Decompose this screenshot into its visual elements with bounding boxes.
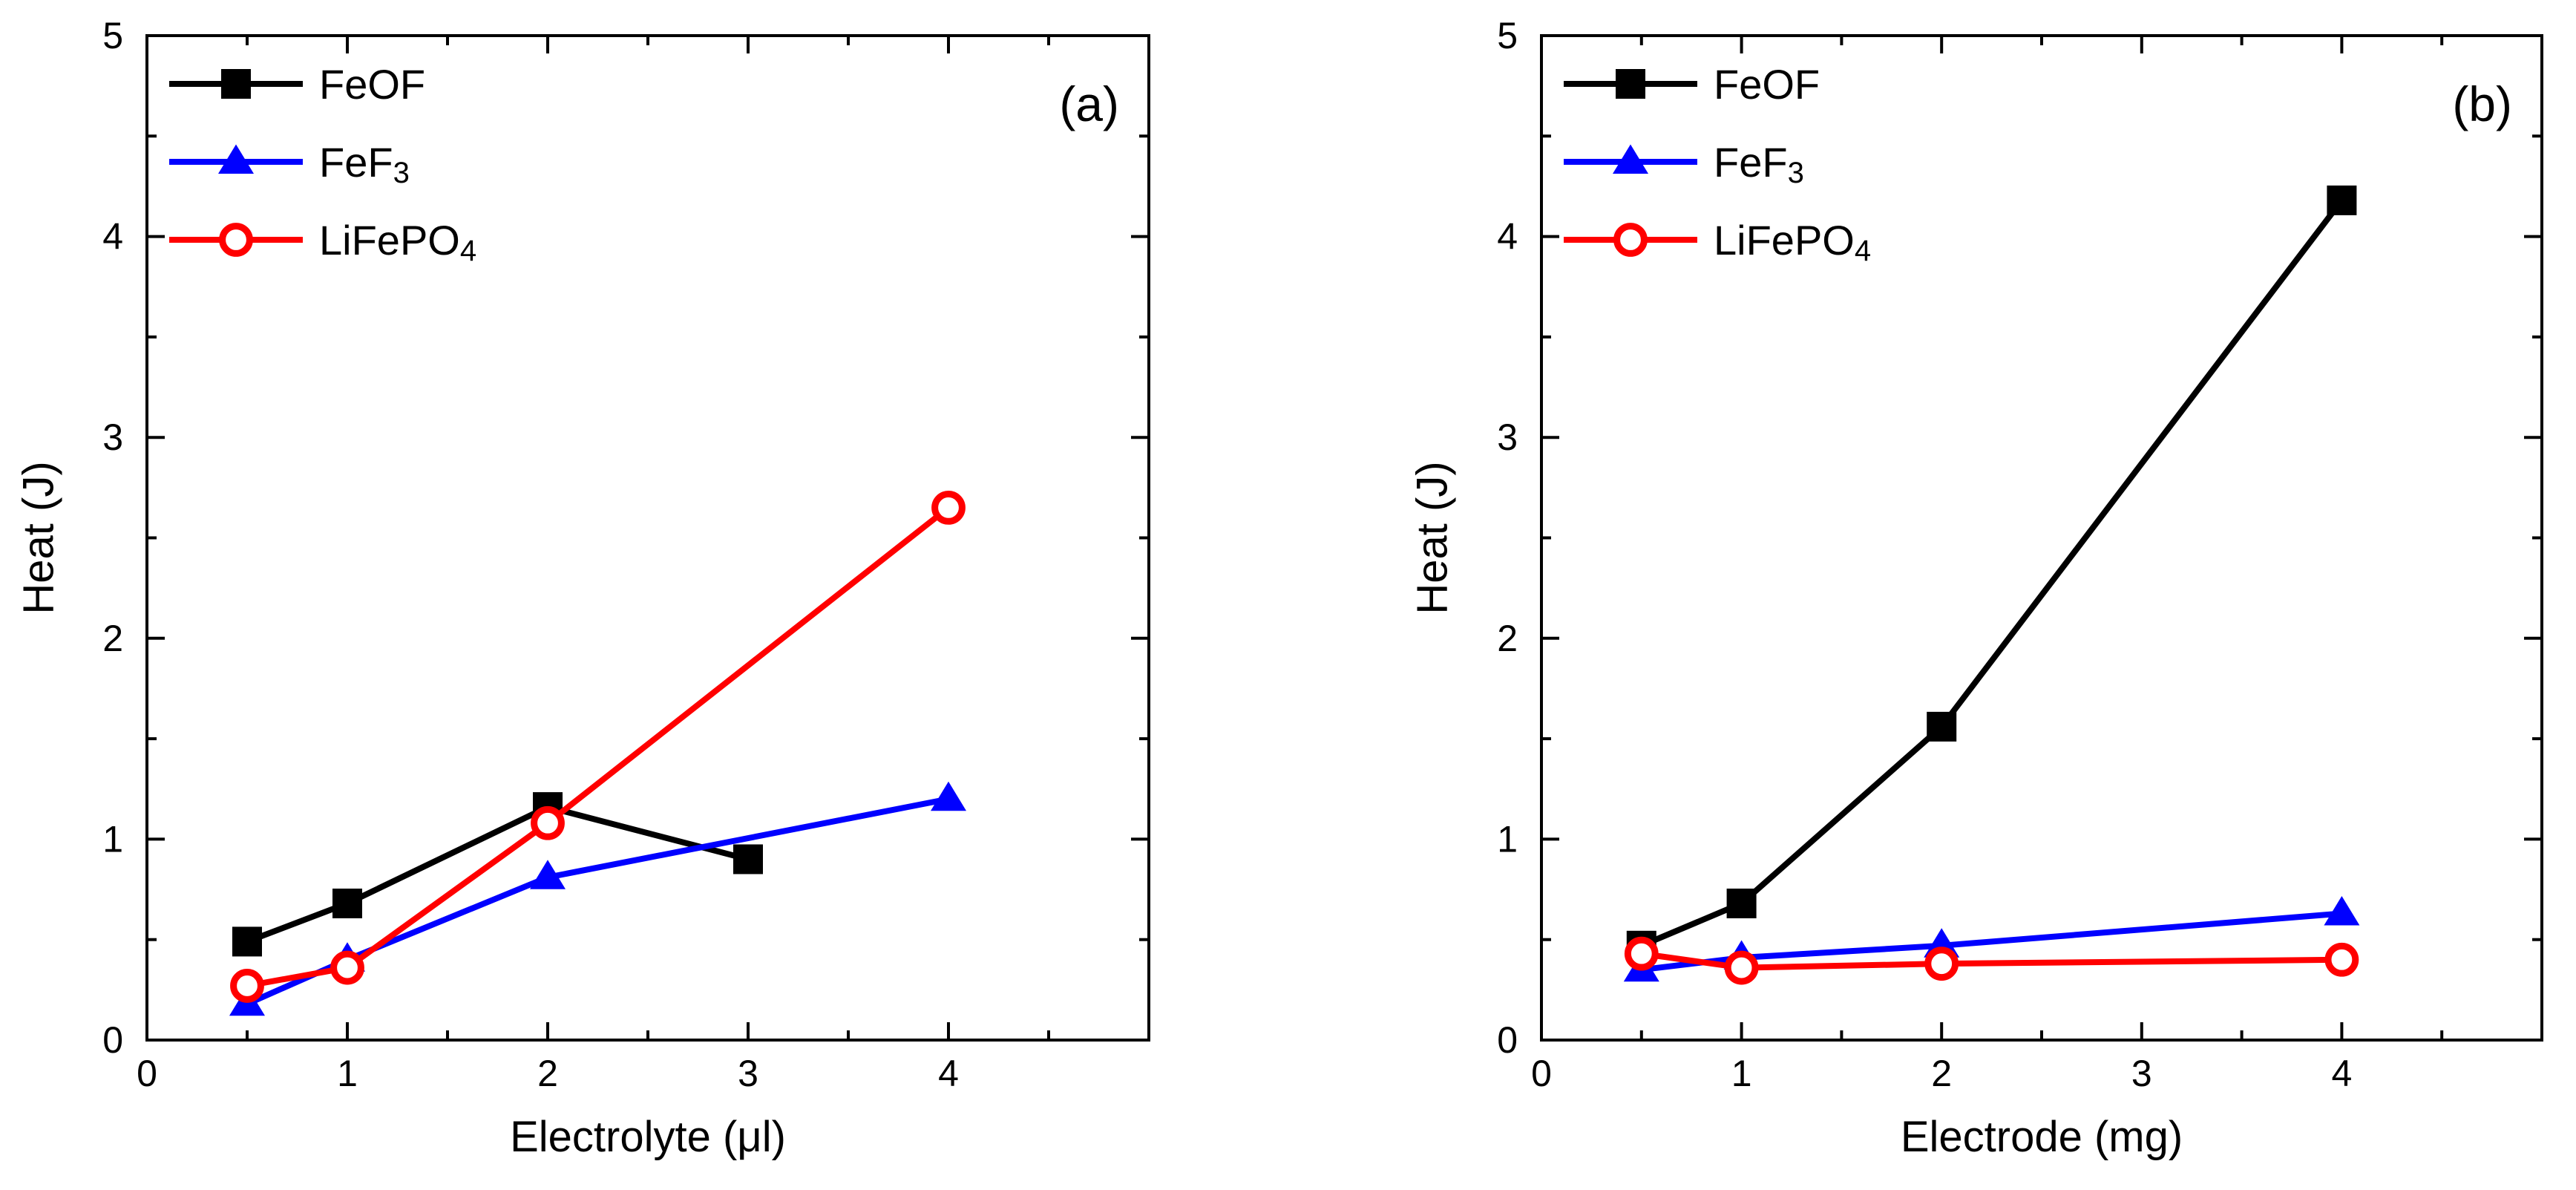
legend-label: FeOF: [319, 61, 425, 108]
legend-label-main: LiFePO: [1714, 217, 1855, 264]
legend-item-fef3: FeF3: [1564, 139, 1804, 189]
legend-item-lifepo4: LiFePO4: [169, 217, 476, 267]
legend-label-subscript: 3: [393, 157, 410, 189]
x-tick-label: 4: [938, 1053, 959, 1094]
y-tick-label: 5: [102, 15, 123, 56]
data-point: [733, 844, 763, 874]
legend-label: LiFePO4: [319, 217, 476, 267]
x-axis-title: Electrode (mg): [1901, 1113, 2183, 1161]
legend-marker: [1613, 223, 1648, 257]
plot-frame: [145, 34, 1150, 1042]
legend-label-main: FeF: [1714, 139, 1788, 186]
series-line: [246, 804, 750, 945]
legend-label: FeF3: [1714, 139, 1804, 189]
legend-marker: [221, 69, 251, 99]
x-axis-ticks: [1540, 36, 2543, 1040]
data-point: [2327, 185, 2357, 215]
legend-item-fef3: FeF3: [169, 139, 410, 189]
legend-label-subscript: 4: [460, 235, 476, 267]
x-tick-label: 2: [1931, 1053, 1952, 1094]
legend-marker: [218, 144, 254, 174]
data-point: [1924, 947, 1959, 981]
legend-label: LiFePO4: [1714, 217, 1871, 267]
series-line: [1641, 950, 2342, 971]
y-axis-title: Heat (J): [15, 461, 63, 614]
y-tick-label: 3: [1497, 416, 1518, 458]
y-tick-label: 1: [102, 818, 123, 860]
legend-label: FeOF: [1714, 61, 1820, 108]
y-tick-label: 2: [1497, 618, 1518, 659]
y-tick-label: 4: [102, 216, 123, 258]
y-tick-label: 0: [1497, 1019, 1518, 1061]
data-point: [1726, 888, 1757, 918]
series-line: [1640, 198, 2344, 949]
data-point: [931, 781, 966, 811]
chart-panel-b: 0 1 2 3 4 0 1 2 3 4 5 Electrode (mg) Heat (J) (b) FeOF…: [1409, 15, 2543, 1161]
plot-frame: [1540, 34, 2543, 1042]
legend-label: FeF3: [319, 139, 410, 189]
x-axis-title: Electrolyte (μl): [510, 1113, 786, 1161]
y-axis-ticks: [147, 34, 1149, 1042]
x-tick-label: 1: [337, 1053, 358, 1094]
legend-label-main: FeF: [319, 139, 393, 186]
x-tick-label: 3: [738, 1053, 758, 1094]
legend-label-main: FeOF: [319, 61, 425, 108]
series-feof: [1626, 185, 2357, 961]
y-tick-label: 4: [1497, 216, 1518, 258]
data-point: [330, 950, 364, 985]
data-point: [232, 926, 262, 957]
legend: FeOF FeF3 LiFePO4: [1564, 61, 1871, 267]
legend-item-feof: FeOF: [169, 61, 425, 108]
y-tick-label: 1: [1497, 818, 1518, 860]
y-tick-label: 5: [1497, 15, 1518, 56]
legend-item-lifepo4: LiFePO4: [1564, 217, 1871, 267]
series-lifepo4: [230, 491, 966, 1003]
legend-item-feof: FeOF: [1564, 61, 1820, 108]
data-point: [531, 805, 565, 840]
data-point: [1724, 950, 1759, 985]
y-axis-title: Heat (J): [1409, 461, 1457, 614]
data-point: [2324, 942, 2359, 977]
y-tick-label: 3: [102, 416, 123, 458]
data-point: [530, 860, 566, 889]
series-line: [246, 505, 951, 989]
data-point: [1927, 711, 1957, 742]
x-tick-label: 0: [1531, 1053, 1552, 1094]
legend-label-subscript: 4: [1855, 235, 1871, 267]
x-tick-label: 3: [2131, 1053, 2152, 1094]
data-point: [1624, 936, 1659, 971]
panel-label: (b): [2452, 76, 2512, 131]
data-point: [931, 491, 966, 525]
legend-marker: [1613, 144, 1648, 174]
y-axis-ticks: [1541, 34, 2542, 1042]
data-point: [230, 969, 264, 1003]
x-tick-label: 1: [1731, 1053, 1752, 1094]
legend-label-main: LiFePO: [319, 217, 460, 264]
x-tick-label: 4: [2331, 1053, 2352, 1094]
legend-marker: [1616, 69, 1645, 99]
y-tick-label: 2: [102, 618, 123, 659]
chart-panel-a: 0 1 2 3 4 0 1 2 3 4 5 Electrolyte (μl) Heat (J) (a) Fe…: [15, 15, 1150, 1161]
x-tick-label: 0: [137, 1053, 157, 1094]
y-tick-label: 0: [102, 1019, 123, 1061]
series-line: [1641, 910, 2342, 973]
legend-label-subscript: 3: [1788, 157, 1804, 189]
legend-marker: [219, 223, 253, 257]
data-point: [332, 888, 362, 918]
x-tick-label: 2: [537, 1053, 558, 1094]
legend-label-main: FeOF: [1714, 61, 1820, 108]
panel-label: (a): [1059, 76, 1119, 131]
x-axis-ticks: [145, 36, 1150, 1040]
data-point: [2324, 895, 2360, 926]
series-line: [246, 796, 949, 1007]
series-lifepo4: [1624, 936, 2359, 985]
series-feof: [232, 792, 763, 957]
legend: FeOF FeF3 LiFePO4: [169, 61, 476, 267]
